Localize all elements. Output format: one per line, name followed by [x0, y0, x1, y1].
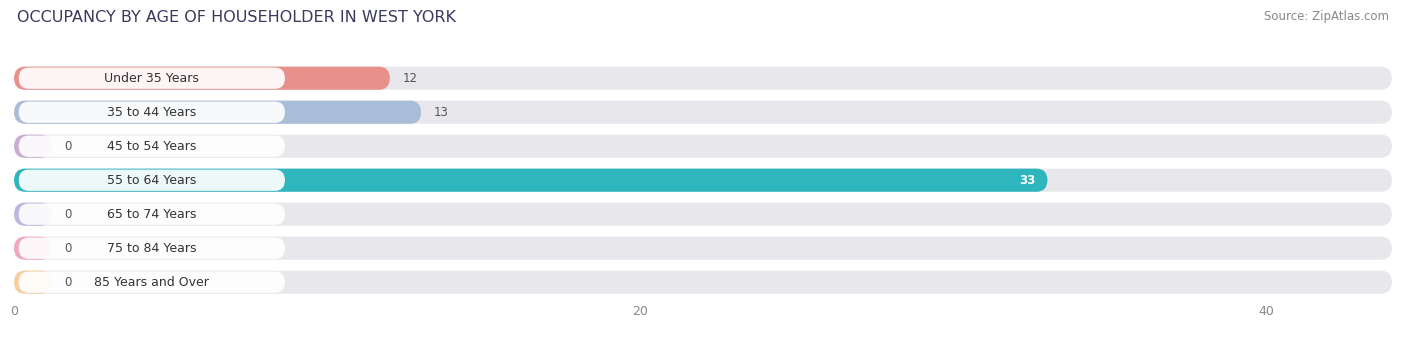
- FancyBboxPatch shape: [18, 68, 285, 89]
- Text: 33: 33: [1019, 174, 1035, 187]
- Text: 85 Years and Over: 85 Years and Over: [94, 276, 209, 289]
- FancyBboxPatch shape: [18, 238, 285, 259]
- Text: 0: 0: [65, 208, 72, 221]
- FancyBboxPatch shape: [14, 169, 1047, 192]
- FancyBboxPatch shape: [14, 203, 52, 226]
- FancyBboxPatch shape: [14, 203, 1392, 226]
- Text: OCCUPANCY BY AGE OF HOUSEHOLDER IN WEST YORK: OCCUPANCY BY AGE OF HOUSEHOLDER IN WEST …: [17, 10, 456, 25]
- Text: 35 to 44 Years: 35 to 44 Years: [107, 106, 197, 119]
- FancyBboxPatch shape: [18, 272, 285, 293]
- FancyBboxPatch shape: [18, 136, 285, 157]
- FancyBboxPatch shape: [14, 135, 1392, 158]
- Text: 12: 12: [402, 72, 418, 85]
- Text: Source: ZipAtlas.com: Source: ZipAtlas.com: [1264, 10, 1389, 23]
- FancyBboxPatch shape: [14, 67, 1392, 90]
- FancyBboxPatch shape: [14, 135, 52, 158]
- FancyBboxPatch shape: [14, 237, 52, 260]
- Text: 55 to 64 Years: 55 to 64 Years: [107, 174, 197, 187]
- FancyBboxPatch shape: [14, 101, 422, 124]
- Text: 45 to 54 Years: 45 to 54 Years: [107, 140, 197, 153]
- FancyBboxPatch shape: [18, 170, 285, 191]
- Text: 75 to 84 Years: 75 to 84 Years: [107, 242, 197, 255]
- FancyBboxPatch shape: [14, 237, 1392, 260]
- Text: 0: 0: [65, 242, 72, 255]
- FancyBboxPatch shape: [14, 271, 1392, 294]
- FancyBboxPatch shape: [14, 67, 389, 90]
- Text: Under 35 Years: Under 35 Years: [104, 72, 200, 85]
- Text: 0: 0: [65, 140, 72, 153]
- FancyBboxPatch shape: [14, 101, 1392, 124]
- Text: 13: 13: [433, 106, 449, 119]
- FancyBboxPatch shape: [14, 169, 1392, 192]
- FancyBboxPatch shape: [14, 271, 52, 294]
- FancyBboxPatch shape: [18, 102, 285, 123]
- FancyBboxPatch shape: [18, 204, 285, 225]
- Text: 0: 0: [65, 276, 72, 289]
- Text: 65 to 74 Years: 65 to 74 Years: [107, 208, 197, 221]
